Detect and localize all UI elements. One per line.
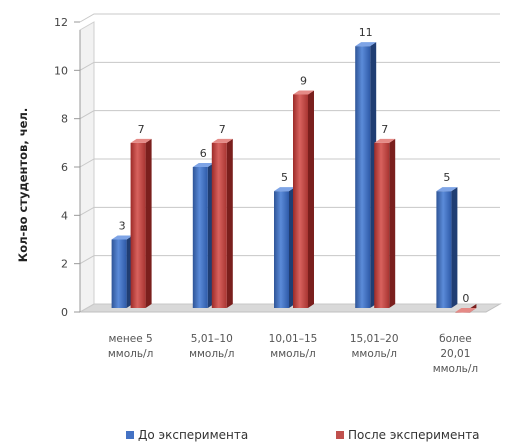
bar-after-0 — [130, 138, 152, 308]
chart-side-wall — [79, 21, 95, 313]
bar-before-4 — [436, 187, 458, 308]
legend-item-before: До эксперимента — [126, 428, 248, 442]
y-tick-label: 8 — [61, 113, 68, 126]
gridline — [79, 110, 500, 120]
bar-before-2 — [274, 187, 295, 308]
bar-before-1 — [192, 163, 214, 308]
data-label-after-0: 7 — [138, 123, 145, 136]
legend-swatch-after-icon — [336, 431, 344, 439]
gridline — [79, 61, 500, 71]
data-label-after-1: 7 — [219, 123, 226, 136]
data-label-before-4: 5 — [443, 171, 450, 184]
x-category-label-0: менее 5 ммоль/л — [108, 333, 153, 360]
x-category-label-2: 10,01–15 ммоль/л — [269, 333, 318, 360]
y-tick-label: 4 — [61, 209, 68, 222]
y-tick-label: 12 — [54, 16, 68, 29]
y-tick-label: 0 — [61, 306, 68, 319]
data-label-after-3: 7 — [381, 123, 388, 136]
bar-before-0 — [111, 235, 133, 308]
y-axis: 0 2 4 6 8 10 12 — [54, 16, 81, 319]
y-tick-label: 2 — [61, 258, 68, 271]
y-tick-label: 10 — [54, 64, 68, 77]
bar-before-3 — [355, 42, 377, 309]
bar-after-1 — [211, 138, 233, 308]
x-category-label-3: 15,01–20 ммоль/л — [350, 333, 399, 360]
data-label-before-3: 11 — [359, 26, 373, 39]
legend-item-after: После эксперимента — [336, 428, 480, 442]
x-category-label-4: более 20,01 ммоль/л — [433, 333, 478, 375]
legend-label-before: До эксперимента — [138, 428, 249, 442]
bar-after-2 — [293, 90, 314, 308]
bar-after-4 — [455, 304, 477, 313]
gridline — [79, 13, 500, 23]
data-label-after-2: 9 — [300, 75, 307, 88]
legend-label-after: После эксперимента — [348, 428, 480, 442]
data-label-before-0: 3 — [119, 220, 126, 233]
x-category-label-1: 5,01–10 ммоль/л — [189, 333, 234, 360]
x-axis: менее 5 ммоль/л 5,01–10 ммоль/л 10,01–15 ммол… — [108, 333, 478, 375]
bar-after-3 — [374, 138, 396, 308]
data-label-after-4: 0 — [462, 292, 469, 305]
y-tick-label: 6 — [61, 161, 68, 174]
y-axis-label: Кол-во студентов, чел. — [16, 108, 30, 262]
legend-swatch-before-icon — [126, 431, 134, 439]
data-label-before-1: 6 — [200, 147, 207, 160]
data-label-before-2: 5 — [281, 171, 288, 184]
